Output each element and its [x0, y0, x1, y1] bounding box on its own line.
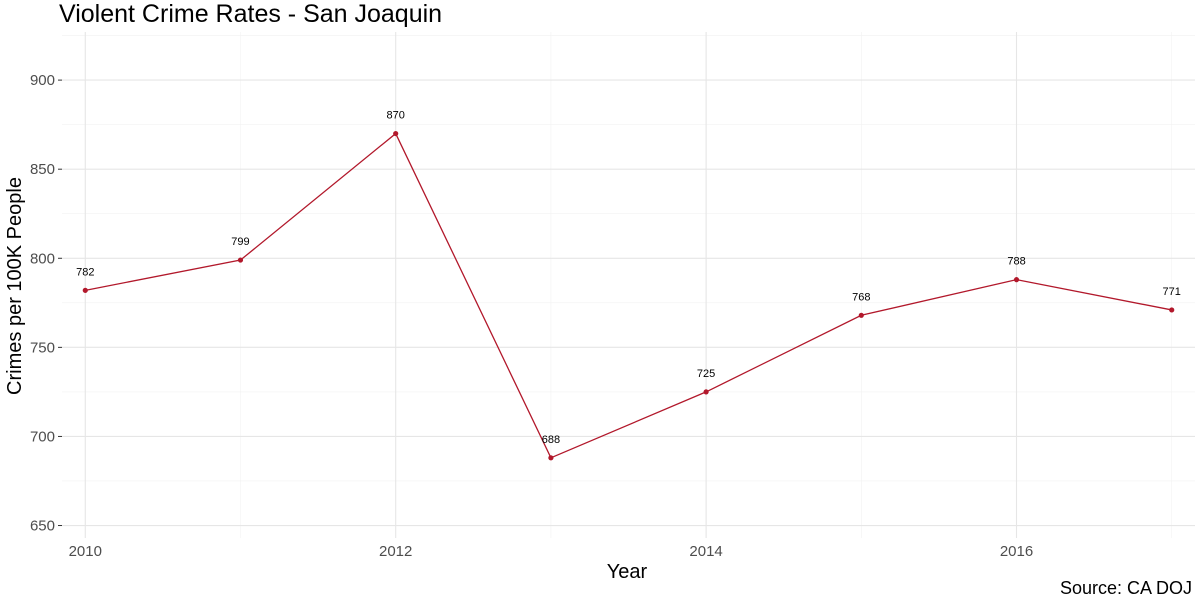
data-label: 771: [1163, 286, 1181, 298]
y-tick-label: 800: [30, 250, 55, 267]
x-axis-title: Year: [607, 561, 648, 583]
grid-lines: [62, 32, 1195, 538]
data-point: [858, 312, 864, 318]
data-point: [1013, 277, 1020, 283]
data-label: 768: [852, 291, 870, 303]
data-labels: 782 799 870 688 725 768 788 771: [76, 110, 1181, 446]
series-line: [85, 132, 1172, 459]
data-point: [82, 287, 88, 293]
y-tick-label: 700: [30, 428, 55, 445]
caption: Source: CA DOJ: [1059, 578, 1192, 598]
data-point: [1169, 307, 1175, 313]
data-point: [237, 257, 244, 263]
data-point: [548, 455, 554, 461]
series-crime-rate: [82, 130, 1175, 461]
x-tick-label: 2012: [379, 543, 412, 560]
x-tick-label: 2014: [689, 543, 722, 560]
data-label: 725: [697, 368, 715, 380]
data-label: 782: [76, 266, 94, 278]
axis-ticks: 650 700 750 800 850 900 2010 2012 2014 2016: [30, 72, 1033, 560]
chart-title: Violent Crime Rates - San Joaquin: [59, 0, 443, 28]
y-tick-label: 850: [30, 161, 55, 178]
y-tick-label: 650: [30, 518, 55, 535]
data-label: 788: [1007, 256, 1025, 268]
data-point: [703, 389, 709, 395]
y-tick-label: 750: [30, 339, 55, 356]
data-label: 799: [231, 236, 249, 248]
x-tick-label: 2016: [1000, 543, 1033, 560]
data-point: [393, 130, 399, 137]
y-axis-title: Crimes per 100K People: [4, 177, 26, 395]
data-label: 688: [542, 434, 560, 446]
x-tick-label: 2010: [69, 543, 102, 560]
data-label: 870: [387, 110, 405, 122]
y-tick-label: 900: [30, 72, 55, 89]
